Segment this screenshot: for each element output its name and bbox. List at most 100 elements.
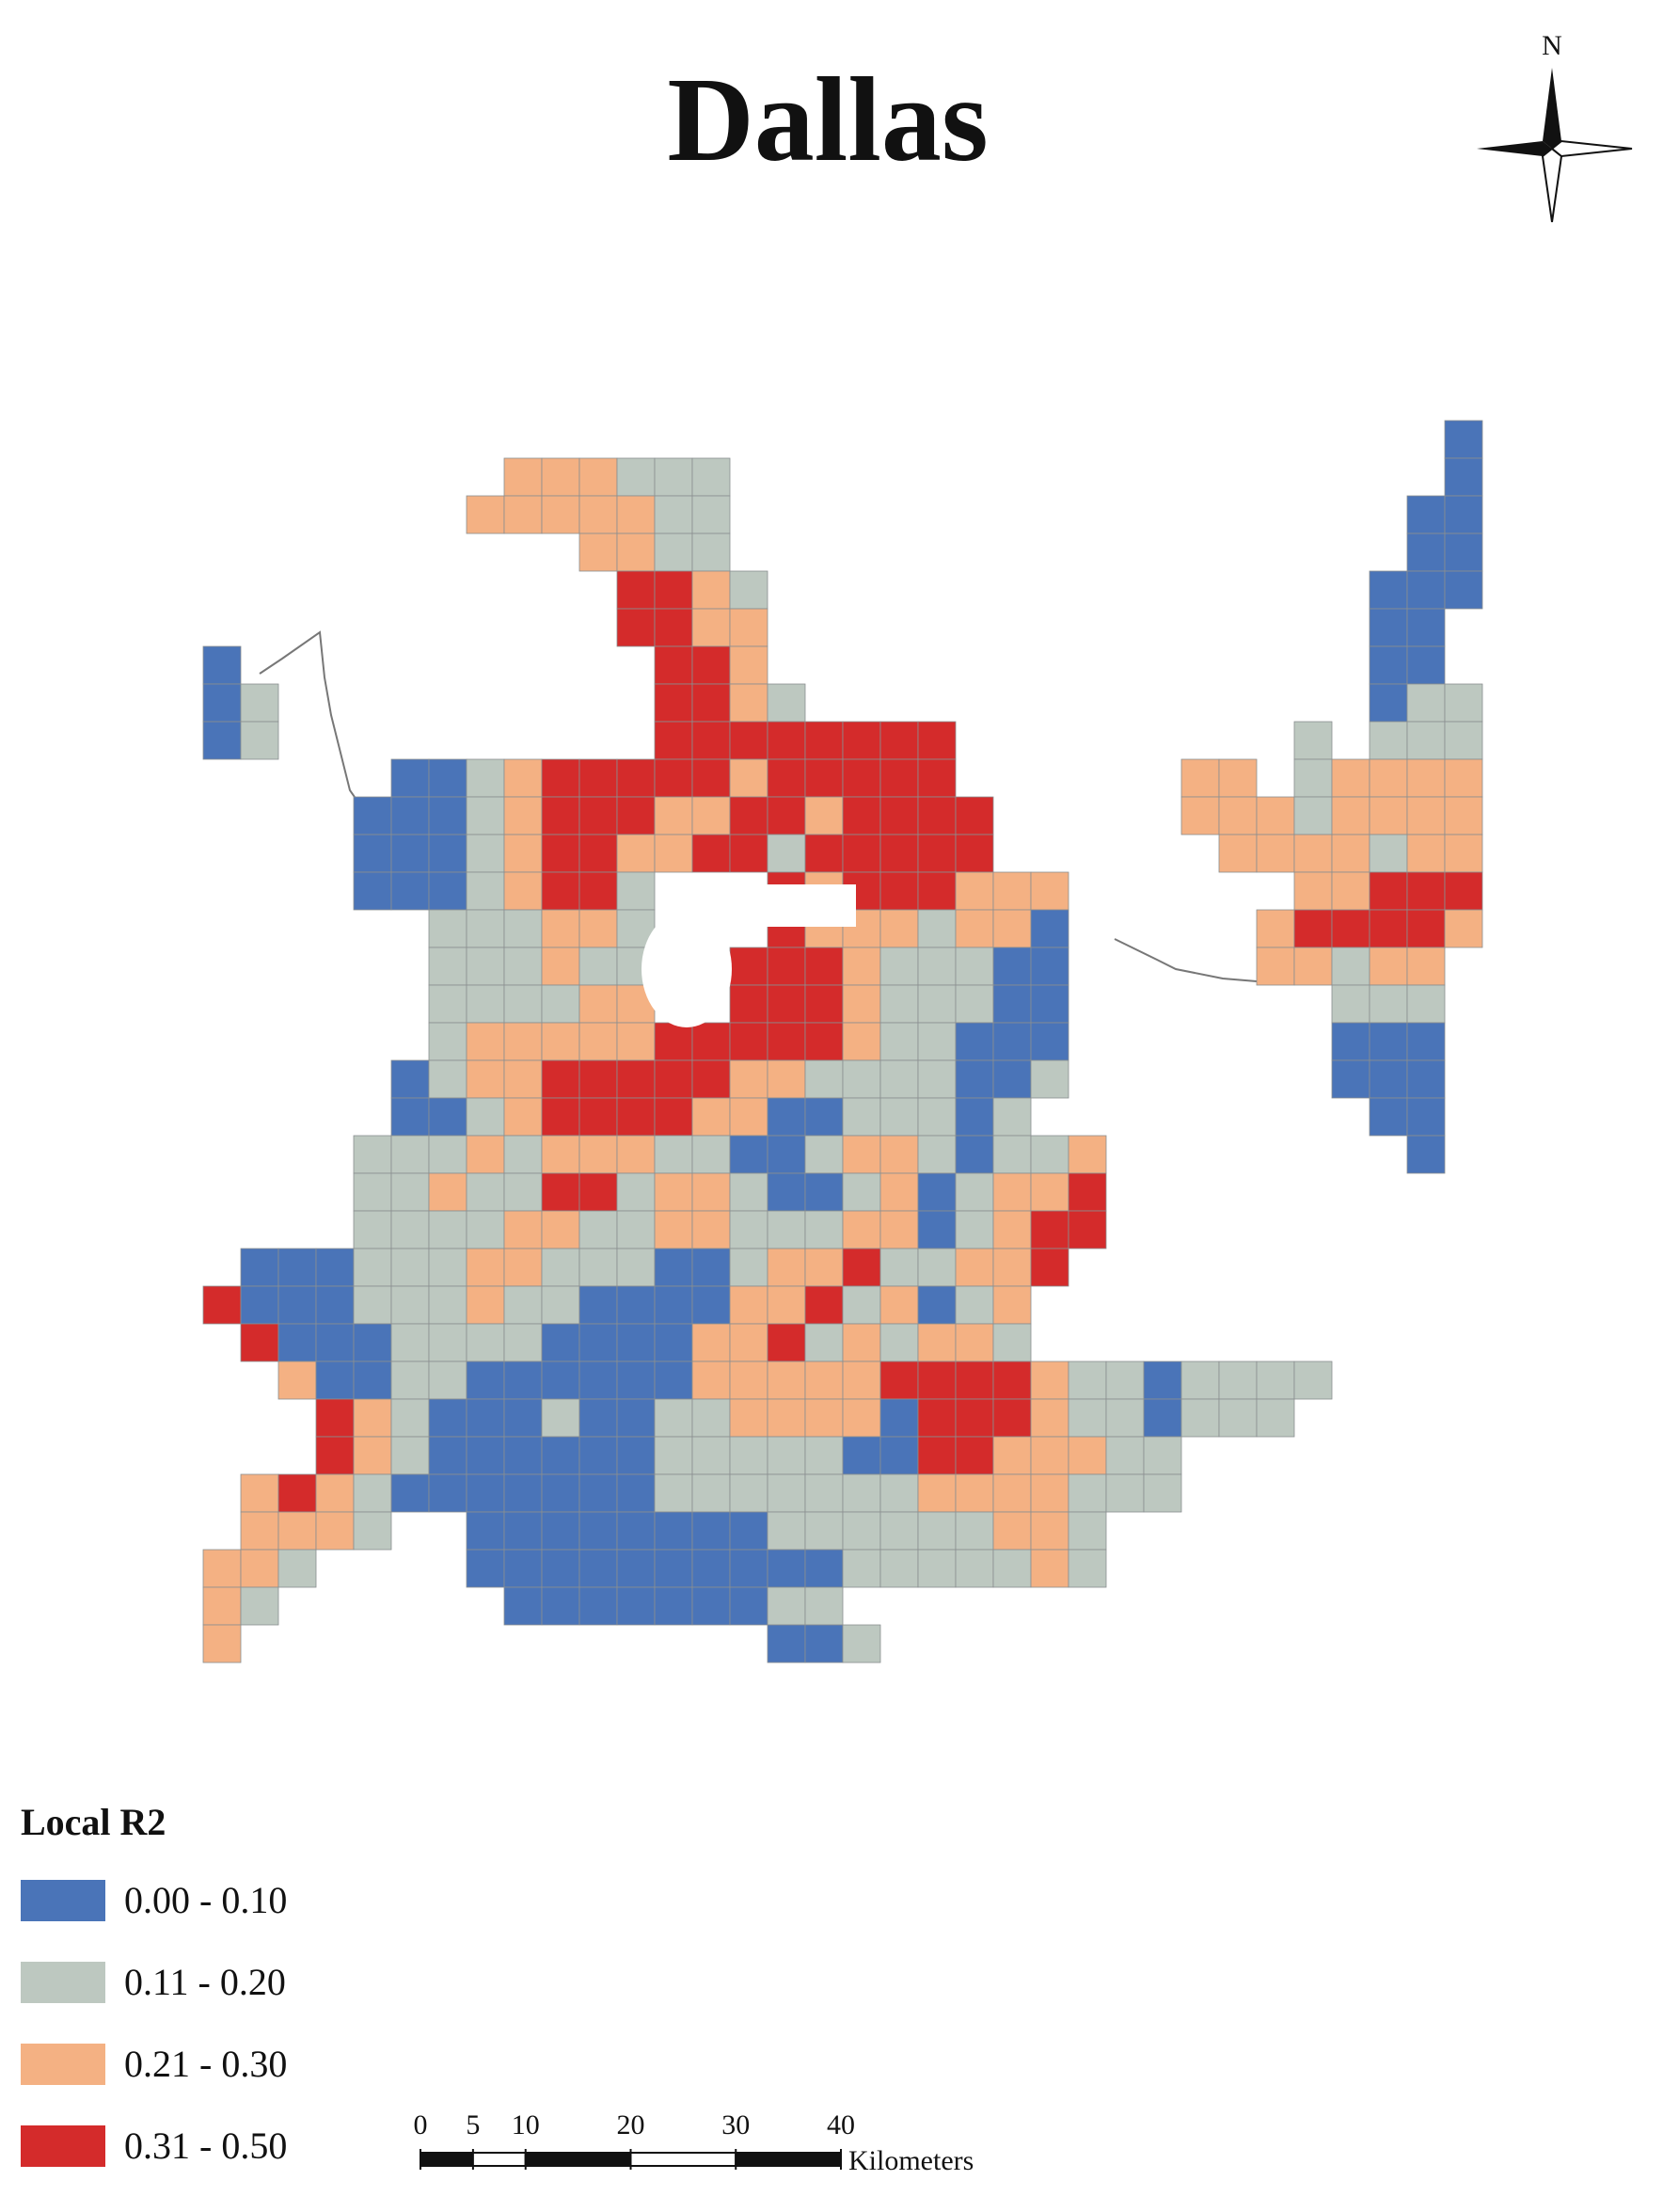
map-cell [578,1398,618,1438]
map-cell [804,1624,844,1663]
map-cell [917,1323,957,1362]
map-cell [503,834,543,873]
map-area [202,420,1483,1663]
map-cell [390,1059,430,1099]
map-cell [917,1135,957,1174]
map-cell [654,758,693,798]
map-cell [503,1285,543,1325]
map-cell [503,871,543,911]
map-cell [466,1473,505,1513]
map-cell [1369,683,1408,723]
legend: Local R2 0.00 - 0.10 0.11 - 0.20 0.21 - 0.… [21,1801,287,2167]
map-cell [390,1135,430,1174]
map-cell [1218,834,1258,873]
map-cell [240,1248,279,1287]
map-cell [1030,1398,1069,1438]
legend-title: Local R2 [21,1801,166,1843]
map-cell [654,1473,693,1513]
map-cell [428,1361,467,1400]
map-cell [691,1361,731,1400]
map-cell [729,1549,768,1588]
map-cell [804,1172,844,1212]
map-cell [466,1135,505,1174]
map-cell [767,1624,806,1663]
map-cell [578,796,618,835]
map-cell [917,1436,957,1475]
map-cell [541,1436,580,1475]
map-cell [578,947,618,986]
map-cell [503,1022,543,1061]
map-cell [616,1172,656,1212]
map-cell [917,1285,957,1325]
map-cell [842,1473,881,1513]
map-cell [578,1586,618,1626]
map-cell [1369,834,1408,873]
map-cell [315,1248,355,1287]
map-cell [1293,1361,1333,1400]
map-cell [804,1097,844,1137]
map-cell [353,1323,392,1362]
map-cell [1068,1511,1107,1551]
map-cell [955,1097,994,1137]
map-cell [767,1285,806,1325]
map-cell [503,1549,543,1588]
map-cell [390,796,430,835]
map-cell [917,909,957,948]
map-cell [466,871,505,911]
map-cell [955,909,994,948]
map-cell [842,721,881,760]
map-cell [541,1473,580,1513]
map-cell [917,796,957,835]
map-cell [917,1361,957,1400]
map-cell [992,909,1032,948]
scale-unit: Kilometers [848,2145,974,2176]
map-cell [578,909,618,948]
map-cell [691,457,731,497]
map-cell [578,1022,618,1061]
map-cell [1406,683,1446,723]
arrow-east [1550,139,1633,158]
map-cell [917,1398,957,1438]
map-cell [616,871,656,911]
map-cell [842,1135,881,1174]
legend-swatch [21,1880,105,1921]
map-cell [202,721,242,760]
map-cell [879,1323,919,1362]
scale-tick-label: 10 [512,2109,540,2140]
map-cell [353,1361,392,1400]
map-cell [541,758,580,798]
map-cell [767,1361,806,1400]
map-cell [578,1549,618,1588]
map-cell [1293,758,1333,798]
map-cell [1369,570,1408,610]
map-cell [428,1323,467,1362]
map-cell [955,1549,994,1588]
map-cell [541,1511,580,1551]
map-cell [1143,1436,1182,1475]
map-cell [955,1248,994,1287]
map-cell [390,1361,430,1400]
map-cell [767,1097,806,1137]
map-cell [616,1361,656,1400]
map-cell [691,1172,731,1212]
map-cell [541,1248,580,1287]
map-cell [578,1323,618,1362]
map-cell [315,1398,355,1438]
map-cell [992,1135,1032,1174]
map-cell [1444,871,1483,911]
map-cell [503,457,543,497]
map-cell [879,1135,919,1174]
map-cell [804,1135,844,1174]
map-cell [428,1172,467,1212]
map-cell [1369,645,1408,685]
legend-swatch [21,1962,105,2003]
map-cell [428,1473,467,1513]
map-cell [578,533,618,572]
map-cell [353,1436,392,1475]
map-cell [1068,1135,1107,1174]
map-cell [1406,796,1446,835]
map-cell [917,871,957,911]
map-cell [729,1210,768,1249]
map-cell [654,1022,693,1061]
map-cell [1293,796,1333,835]
